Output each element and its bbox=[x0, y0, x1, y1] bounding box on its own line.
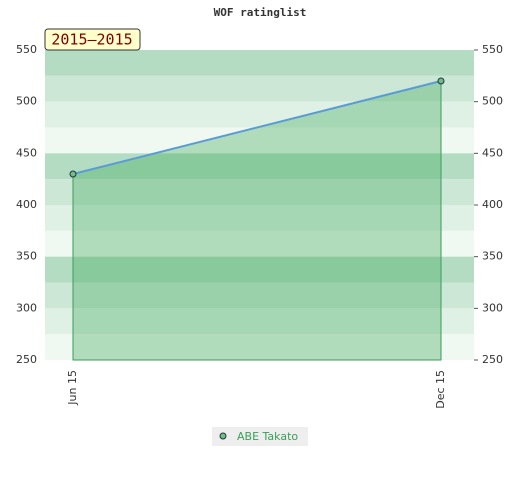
legend-marker bbox=[219, 432, 227, 440]
y2-tick-label: 500 bbox=[482, 95, 503, 108]
y-tick-label: 550 bbox=[16, 43, 37, 56]
y2-tick-label: 300 bbox=[482, 301, 503, 314]
y2-tick-label: 550 bbox=[482, 43, 503, 56]
y-tick-label: 300 bbox=[16, 301, 37, 314]
y2-tick-label: 250 bbox=[482, 353, 503, 366]
band bbox=[45, 50, 474, 76]
point bbox=[69, 170, 77, 178]
point bbox=[437, 77, 445, 85]
y-tick-label: 450 bbox=[16, 146, 37, 159]
y2-tick-label: 350 bbox=[482, 250, 503, 263]
band bbox=[45, 153, 474, 180]
y-tick-label: 350 bbox=[16, 250, 37, 263]
band bbox=[45, 230, 474, 257]
x-tick-label: Jun 15 bbox=[66, 370, 79, 406]
plot bbox=[69, 77, 445, 361]
legend bbox=[212, 427, 308, 446]
y2-tick-label: 450 bbox=[482, 146, 503, 159]
line bbox=[72, 80, 442, 175]
band bbox=[45, 282, 474, 309]
legend-label: ABE Takato bbox=[237, 430, 298, 443]
annotation: 2015–2015 bbox=[51, 31, 132, 49]
band bbox=[45, 75, 474, 102]
chart-title: WOF ratinglist bbox=[214, 6, 307, 19]
band bbox=[45, 127, 474, 154]
y2-tick-label: 400 bbox=[482, 198, 503, 211]
band bbox=[45, 256, 474, 283]
band bbox=[45, 334, 474, 360]
plot-background bbox=[45, 50, 474, 360]
band bbox=[45, 179, 474, 205]
y-tick-label: 500 bbox=[16, 95, 37, 108]
x-tick-label: Dec 15 bbox=[434, 370, 447, 409]
band bbox=[45, 101, 474, 128]
y-tick-label: 250 bbox=[16, 353, 37, 366]
band bbox=[45, 308, 474, 335]
y-tick-label: 400 bbox=[16, 198, 37, 211]
annotation-box bbox=[44, 28, 141, 51]
band bbox=[45, 205, 474, 231]
